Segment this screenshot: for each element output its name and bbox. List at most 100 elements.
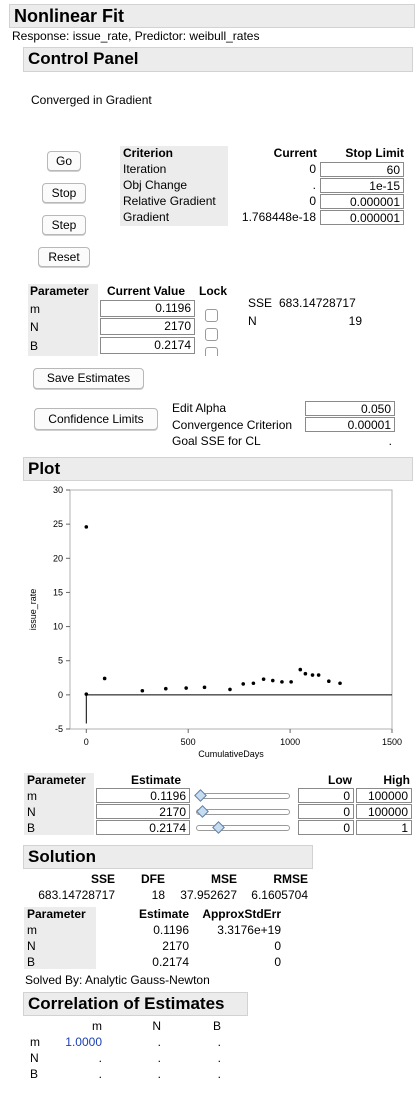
y-tick-label-2: 5 [58, 656, 63, 666]
stop-limit-header: Stop Limit [345, 146, 404, 160]
estimates-param-column [24, 773, 94, 835]
corr-n-n: . [157, 1051, 161, 1065]
sol-sse-value: 683.14728717 [38, 888, 115, 902]
est-b-input[interactable]: 0.2174 [96, 820, 190, 835]
n-label: N [248, 314, 257, 328]
stop-limit-relative-gradient-input[interactable]: 0.000001 [320, 194, 404, 209]
current-value-header: Current Value [107, 284, 186, 298]
corr-m-n: . [157, 1035, 161, 1049]
est-parameter-header: Parameter [27, 773, 86, 787]
sse-value: 683.14728717 [279, 296, 356, 310]
est-n-slider-thumb[interactable] [195, 805, 209, 818]
y-tick-label-5: 20 [53, 553, 63, 563]
sol-n-stderr: 0 [274, 939, 281, 953]
sol-b-stderr: 0 [274, 955, 281, 969]
criterion-relative-gradient: Relative Gradient [123, 194, 216, 208]
est-n-low-input[interactable]: 0 [298, 804, 354, 819]
est-b-slider-track[interactable] [196, 825, 290, 831]
x-tick-label-2: 1000 [280, 737, 300, 747]
est-b-high-input[interactable]: 1 [356, 820, 412, 835]
data-point-0 [84, 525, 89, 529]
corr-col-n: N [152, 1019, 161, 1033]
data-point-8 [241, 682, 246, 686]
est-m-slider-thumb[interactable] [194, 789, 207, 802]
current-gradient: 1.768448e-18 [241, 210, 316, 224]
est-m-low-input[interactable]: 0 [298, 788, 354, 803]
param-m-label: m [30, 302, 40, 316]
criterion-iteration: Iteration [123, 162, 167, 176]
solution-header[interactable]: Solution [23, 845, 313, 869]
est-b-slider-thumb[interactable] [212, 821, 226, 834]
reset-button[interactable]: Reset [38, 247, 90, 267]
correlation-header[interactable]: Correlation of Estimates [23, 992, 248, 1016]
plot-header[interactable]: Plot [23, 457, 413, 481]
y-tick-label-6: 25 [53, 519, 63, 529]
sol-rmse-value: 6.1605704 [251, 888, 308, 902]
data-point-16 [310, 673, 315, 677]
sol-stderr-header: ApproxStdErr [202, 907, 281, 921]
corr-row-b-label: B [30, 1067, 39, 1081]
step-button[interactable]: Step [42, 215, 86, 235]
report-title[interactable]: Nonlinear Fit [9, 4, 415, 28]
corr-n-m: . [98, 1051, 102, 1065]
parameter-header: Parameter [30, 284, 89, 298]
data-point-13 [289, 680, 293, 684]
sol-dfe-header: DFE [141, 872, 165, 886]
scatter-plot[interactable]: -5 0 5 10 15 20 25 30 0 500 1000 1500 CumulativeDays… [0, 480, 417, 770]
current-relative-gradient: 0 [309, 194, 316, 208]
sol-rmse-header: RMSE [273, 872, 308, 886]
sol-mse-header: MSE [210, 872, 237, 886]
param-n-lock-checkbox[interactable] [205, 328, 218, 341]
corr-col-m: m [92, 1019, 102, 1033]
x-tick-label-0: 0 [84, 737, 89, 747]
corr-b-n: . [157, 1067, 161, 1081]
param-b-value-input[interactable]: 0.2174 [100, 337, 195, 354]
save-estimates-button[interactable]: Save Estimates [33, 368, 144, 389]
est-high-header: High [383, 773, 410, 787]
stop-limit-iteration-input[interactable]: 60 [320, 162, 404, 177]
est-n-slider-track[interactable] [196, 809, 290, 815]
criterion-obj-change: Obj Change [123, 178, 188, 192]
stop-limit-obj-change-input[interactable]: 1e-15 [320, 178, 404, 193]
data-point-1 [84, 692, 89, 696]
y-tick-label-0: -5 [55, 724, 63, 734]
y-tick-label-4: 15 [53, 587, 63, 597]
est-low-header: Low [328, 773, 352, 787]
alpha-input[interactable]: 0.050 [305, 401, 395, 416]
x-tick-label-3: 1500 [382, 737, 402, 747]
report-subtitle: Response: issue_rate, Predictor: weibull… [12, 29, 260, 43]
sol-mse-value: 37.952627 [180, 888, 237, 902]
sol-m-estimate: 0.1196 [153, 923, 189, 937]
corr-row-m-label: m [30, 1035, 40, 1049]
est-b-low-input[interactable]: 0 [298, 820, 354, 835]
data-point-10 [261, 677, 266, 681]
x-tick-label-1: 500 [181, 737, 196, 747]
control-panel-header[interactable]: Control Panel [23, 47, 413, 72]
est-m-high-input[interactable]: 100000 [356, 788, 412, 803]
edit-alpha-label: Edit Alpha [172, 401, 227, 415]
param-m-value-input[interactable]: 0.1196 [100, 300, 195, 317]
plot-frame [69, 489, 393, 730]
param-b-label: B [30, 339, 39, 353]
param-n-value-input[interactable]: 2170 [100, 318, 195, 335]
convergence-criterion-input[interactable]: 0.00001 [305, 417, 395, 432]
param-b-lock-checkbox[interactable] [205, 347, 218, 356]
confidence-limits-button[interactable]: Confidence Limits [34, 408, 158, 430]
est-n-high-input[interactable]: 100000 [356, 804, 412, 819]
sol-n-label: N [27, 939, 36, 953]
sse-label: SSE [248, 296, 273, 310]
go-button[interactable]: Go [47, 151, 81, 171]
est-m-input[interactable]: 0.1196 [96, 788, 190, 803]
est-b-label: B [27, 821, 36, 835]
est-m-slider-track[interactable] [196, 793, 290, 799]
current-header: Current [273, 146, 317, 160]
data-point-17 [316, 673, 321, 677]
est-n-input[interactable]: 2170 [96, 804, 190, 819]
data-point-19 [338, 681, 342, 686]
data-point-11 [270, 678, 275, 683]
stop-limit-gradient-input[interactable]: 0.000001 [320, 210, 404, 225]
stop-button[interactable]: Stop [42, 183, 86, 203]
corr-b-b: . [217, 1067, 221, 1081]
sol-estimate-header: Estimate [138, 907, 189, 921]
param-m-lock-checkbox[interactable] [205, 309, 218, 322]
